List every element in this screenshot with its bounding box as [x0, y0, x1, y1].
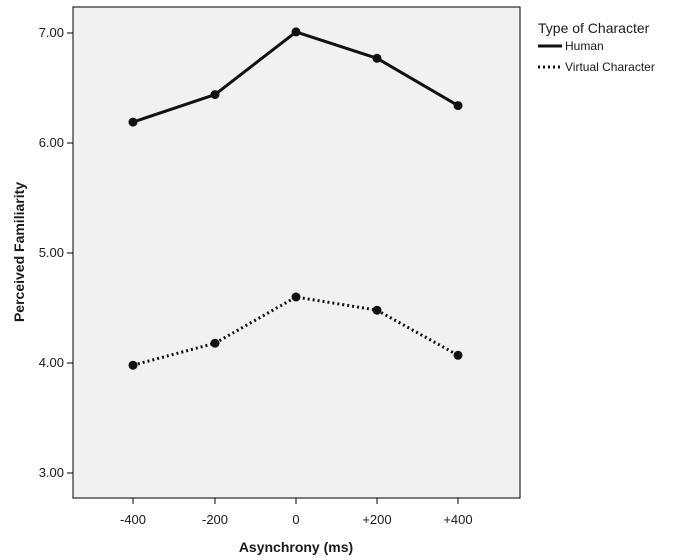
x-tick-label: -200 [202, 512, 228, 527]
legend-title: Type of Character [538, 20, 650, 36]
data-point-virtual-character [453, 350, 463, 360]
x-tick-label: +400 [443, 512, 472, 527]
y-tick-label: 3.00 [39, 465, 64, 480]
legend-label: Virtual Character [565, 60, 655, 74]
legend: Type of Character Human Virtual Character [538, 20, 655, 74]
data-point-human [453, 101, 463, 111]
data-point-virtual-character [291, 292, 301, 302]
y-axis: 3.00 4.00 5.00 6.00 7.00 [39, 25, 73, 480]
data-point-virtual-character [372, 305, 382, 315]
x-tick-label: -400 [120, 512, 146, 527]
data-point-human [128, 117, 138, 127]
x-tick-label: +200 [362, 512, 391, 527]
y-axis-title: Perceived Familiarity [11, 182, 27, 322]
legend-label: Human [565, 39, 604, 53]
x-axis: -400 -200 0 +200 +400 [120, 498, 473, 527]
y-tick-label: 6.00 [39, 135, 64, 150]
series-line-virtual-character [132, 295, 459, 367]
data-point-human [210, 90, 220, 100]
data-point-human [291, 27, 301, 37]
y-tick-label: 5.00 [39, 245, 64, 260]
x-axis-title: Asynchrony (ms) [239, 539, 353, 555]
data-point-human [372, 53, 382, 63]
series-layer [128, 27, 463, 370]
plot-area [72, 6, 521, 499]
y-tick-label: 4.00 [39, 355, 64, 370]
data-point-virtual-character [210, 338, 220, 348]
x-tick-label: 0 [292, 512, 299, 527]
data-point-virtual-character [128, 360, 138, 370]
y-tick-label: 7.00 [39, 25, 64, 40]
